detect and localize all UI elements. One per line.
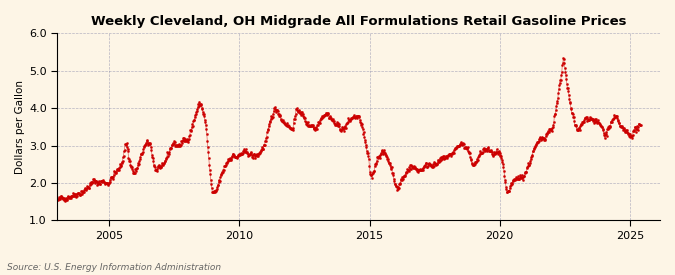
Title: Weekly Cleveland, OH Midgrade All Formulations Retail Gasoline Prices: Weekly Cleveland, OH Midgrade All Formul…: [91, 15, 626, 28]
Text: Source: U.S. Energy Information Administration: Source: U.S. Energy Information Administ…: [7, 263, 221, 272]
Y-axis label: Dollars per Gallon: Dollars per Gallon: [15, 80, 25, 174]
